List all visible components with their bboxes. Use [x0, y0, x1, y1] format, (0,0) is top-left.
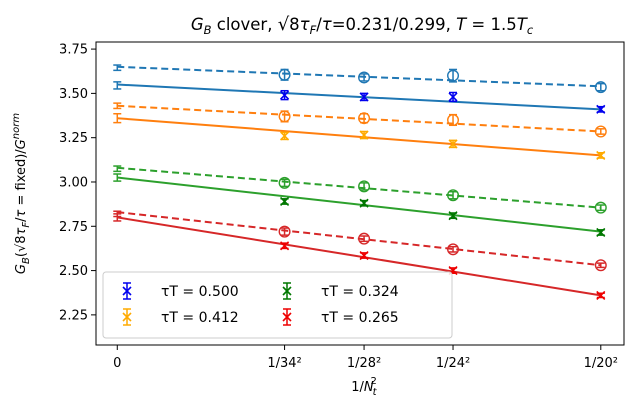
fit-line-solid [117, 176, 601, 233]
x-tick-label: 1/34² [267, 356, 301, 371]
y-axis-label: GB(√8τF/τ = fixed)/Gnorm [11, 113, 32, 274]
x-axis-label: 1/Nt2 [351, 376, 377, 398]
y-tick-label: 3.75 [59, 43, 88, 58]
x-tick-label: 1/20² [584, 356, 618, 371]
y-label-part: / [14, 217, 29, 222]
cross-point [448, 211, 458, 221]
y-label-part: (√ [14, 243, 29, 257]
title-part: / [316, 15, 322, 34]
circle-point [278, 176, 291, 189]
title-part: F [310, 23, 317, 37]
series-3 [113, 210, 607, 300]
series-2 [113, 165, 607, 238]
legend-label: τT = 0.324 [321, 284, 399, 300]
title-part: τ [322, 15, 332, 34]
cross-point [596, 104, 606, 114]
circle-point [594, 201, 607, 214]
cross-point [596, 150, 606, 160]
cross-point [280, 196, 290, 207]
cross-point [359, 92, 369, 102]
circle-point [358, 180, 371, 193]
series-0 [113, 64, 607, 114]
x-label-part: 2 [371, 376, 377, 387]
fit-line-solid [117, 117, 601, 157]
legend-marker [282, 286, 292, 296]
title-part: T [456, 15, 468, 34]
x-tick-label: 0 [113, 356, 121, 371]
plot-area [95, 41, 625, 346]
fit-line-solid [117, 83, 601, 111]
circle-point [447, 243, 460, 256]
title-part: = 1.5 [466, 15, 517, 34]
y-label-part: norm [11, 113, 22, 140]
circle-point [594, 125, 607, 138]
circle-point [594, 259, 607, 272]
title-part: =0.231/0.299, [332, 15, 456, 34]
y-tick-label: 2.75 [59, 220, 88, 235]
circle-point [447, 113, 460, 126]
legend-marker [282, 312, 292, 322]
x-label-part: N [364, 380, 374, 395]
legend-label: τT = 0.265 [321, 310, 399, 326]
title-part: τ [300, 15, 310, 34]
plot-data [113, 64, 607, 300]
cross-point [359, 198, 369, 208]
cross-point [280, 90, 290, 100]
series-1 [113, 102, 607, 160]
cross-point [280, 241, 290, 251]
title-part: √ [278, 14, 290, 35]
x-label-part: t [373, 387, 378, 398]
cross-point [359, 130, 369, 140]
y-label-part: 8 [14, 235, 29, 243]
axes: 2.25 2.50 2.75 3.00 3.25 3.50 3.75 0 1/34² 1/28² 1… [11, 43, 618, 398]
legend-label: τT = 0.500 [161, 284, 239, 300]
title-text: GB clover, √8τF/τ=0.231/0.299, T = 1.5Tc [191, 14, 534, 37]
legend-box [102, 271, 453, 339]
y-tick-label: 3.50 [59, 87, 88, 102]
y-label-part: τ [14, 227, 29, 235]
y-label-part: = fixed)/ [14, 149, 29, 210]
circle-point [594, 81, 607, 94]
y-tick-label: 2.50 [59, 264, 88, 279]
title-part: B [204, 23, 212, 37]
title-part: G [191, 15, 204, 34]
chart-title: GB clover, √8τF/τ=0.231/0.299, T = 1.5Tc [191, 14, 534, 37]
cross-point [448, 92, 458, 102]
x-label-part: 1/ [351, 380, 364, 395]
x-tick-label: 1/24² [436, 356, 470, 371]
cross-point [359, 250, 369, 261]
legend: τT = 0.500 τT = 0.412 τT = 0.324 τT = 0.265 [102, 271, 453, 339]
y-tick-label: 3.00 [59, 175, 88, 190]
x-tick-label: 1/28² [347, 356, 381, 371]
title-part: T [517, 15, 529, 34]
cross-point [448, 139, 458, 149]
y-label-part: τ [14, 209, 29, 217]
fit-line-solid [117, 216, 601, 297]
circle-point [358, 71, 371, 84]
circle-point [278, 225, 291, 238]
cross-point [596, 290, 606, 300]
y-label-part: F [21, 222, 32, 228]
circle-point [358, 112, 371, 125]
cross-point [596, 227, 606, 238]
circle-point [278, 68, 291, 81]
legend-marker [122, 312, 132, 322]
fit-line-dashed [117, 65, 601, 88]
y-tick-label: 3.25 [59, 131, 88, 146]
y-label-part: G [14, 139, 29, 149]
circle-point [447, 189, 460, 202]
legend-label: τT = 0.412 [161, 310, 239, 326]
title-part: c [527, 23, 534, 37]
circle-point [358, 232, 371, 245]
legend-marker [122, 286, 132, 296]
circle-point [447, 69, 460, 82]
cross-point [280, 131, 290, 141]
title-part: clover, [212, 15, 278, 34]
y-label-part: G [14, 264, 29, 274]
title-part: 8 [289, 15, 300, 34]
y-tick-label: 2.25 [59, 308, 88, 323]
circle-point [278, 110, 291, 123]
y-label-part: B [21, 257, 32, 264]
